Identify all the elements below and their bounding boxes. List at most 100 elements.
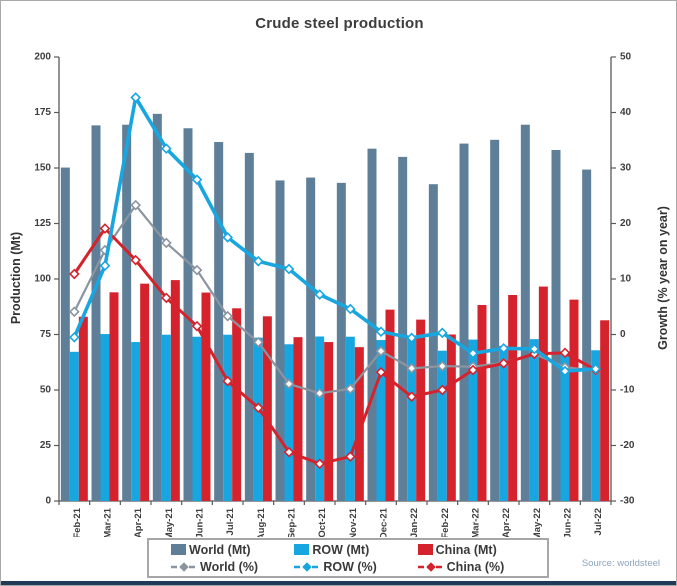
marker-diamond [314, 458, 325, 470]
bar-world-mt [306, 177, 316, 501]
line-china-% [72, 226, 598, 466]
legend-label: World (Mt) [189, 542, 251, 557]
bar-world-mt [428, 184, 438, 501]
left-axis-tick-label: 75 [40, 329, 52, 340]
marker-diamond [406, 391, 417, 402]
source-label: Source: worldsteel [581, 558, 660, 569]
x-category-label: Feb-22 [440, 508, 451, 537]
marker-diamond [161, 143, 172, 154]
marker-diamond [437, 360, 448, 372]
bar-world-mt [91, 125, 101, 501]
legend-swatch-bar [417, 544, 433, 555]
left-axis-tick-label: 200 [34, 52, 51, 63]
x-category-label: Nov-21 [348, 507, 359, 537]
marker-diamond [99, 223, 111, 234]
x-category-label: Jan-22 [409, 508, 420, 537]
marker-diamond [283, 378, 295, 390]
left-axis-tick-label: 25 [40, 440, 52, 451]
bottom-border-strip [1, 581, 676, 585]
marker-diamond [69, 268, 80, 280]
bar-row-mt [591, 350, 601, 501]
marker-diamond [253, 255, 264, 267]
bar-world-mt [398, 156, 408, 501]
bar-china-mt [385, 309, 395, 501]
marker-diamond [345, 383, 356, 395]
marker-diamond [498, 343, 509, 354]
bar-china-mt [600, 320, 610, 501]
marker-diamond [253, 402, 264, 414]
bar-row-mt [315, 336, 325, 501]
bar-row-mt [529, 339, 539, 501]
right-axis-tick-label: 30 [620, 163, 632, 174]
left-axis-tick-label: 50 [40, 385, 52, 396]
bar-row-mt [192, 336, 202, 501]
marker-diamond [191, 174, 203, 185]
bar-world-mt [214, 142, 224, 501]
legend-item-china-%: China (%) [417, 560, 541, 574]
right-axis-tick-label: -20 [620, 440, 635, 451]
legend-label: ROW (%) [323, 559, 377, 574]
bar-row-mt [131, 342, 141, 501]
legend-label: World (%) [200, 559, 259, 574]
left-axis-tick-label: 150 [34, 163, 51, 174]
left-axis-tick-label: 100 [34, 274, 51, 285]
bar-row-mt [345, 336, 355, 501]
bar-china-mt [140, 283, 150, 501]
marker-diamond [406, 332, 417, 344]
bar-row-mt [437, 350, 447, 501]
marker-diamond [191, 264, 203, 276]
x-category-label: Oct-21 [317, 507, 328, 537]
bar-world-mt [520, 124, 530, 502]
bar-china-mt [569, 299, 579, 501]
legend-label: ROW (Mt) [312, 542, 370, 557]
x-category-label: May-21 [164, 507, 175, 537]
line-world-% [73, 204, 597, 395]
bar-china-mt [293, 337, 303, 501]
bar-china-mt [170, 280, 180, 501]
marker-diamond [314, 387, 325, 399]
x-category-label: Aug-21 [256, 507, 267, 537]
x-category-label: Sep-21 [287, 507, 298, 537]
x-category-label: Jul-22 [593, 508, 604, 535]
marker-diamond [590, 363, 601, 375]
x-category-label: Jul-21 [225, 507, 236, 535]
bar-china-mt [232, 308, 242, 501]
marker-diamond [559, 347, 571, 359]
x-category-label: Mar-22 [471, 508, 482, 537]
bar-china-mt [78, 316, 88, 501]
legend: World (Mt) ROW (Mt) China (Mt) World (%) ROW… [147, 538, 549, 578]
bar-china-mt [109, 292, 119, 501]
right-axis-tick-label: 20 [620, 218, 632, 229]
marker-diamond [467, 364, 479, 376]
marker-diamond [467, 348, 479, 359]
legend-item-world-mt: World (Mt) [171, 543, 294, 557]
marker-diamond [130, 92, 141, 103]
line-row-% [72, 95, 598, 373]
x-category-label: Feb-21 [72, 507, 83, 537]
marker-diamond [406, 363, 417, 374]
bar-row-mt [499, 345, 509, 501]
legend-label: China (Mt) [435, 542, 497, 557]
marker-diamond [375, 366, 387, 378]
bar-china-mt [446, 334, 456, 501]
marker-diamond [283, 263, 295, 275]
right-axis-tick-label: -30 [620, 496, 635, 507]
marker-diamond [283, 446, 295, 458]
legend-item-row-%: ROW (%) [294, 560, 417, 574]
plot-area: 0 25 50 75 100 125 150 175 200 -30 -20 -10 0 10 20 30 40… [34, 52, 635, 538]
bar-china-mt [508, 294, 518, 501]
bar-world-mt [582, 169, 592, 501]
right-axis-tick-label: 10 [620, 274, 632, 285]
right-axis-tick-label: 50 [620, 52, 632, 63]
x-category-label: Apr-21 [133, 507, 144, 537]
bar-world-mt [152, 113, 162, 501]
bar-row-mt [407, 338, 417, 501]
marker-diamond [69, 331, 80, 343]
right-axis-tick-label: 40 [620, 107, 632, 118]
bar-china-mt [538, 286, 548, 501]
marker-diamond [161, 237, 172, 249]
legend-swatch-bar [171, 544, 186, 555]
marker-diamond [130, 199, 141, 211]
bar-world-mt [183, 128, 193, 501]
marker-diamond [253, 336, 264, 348]
